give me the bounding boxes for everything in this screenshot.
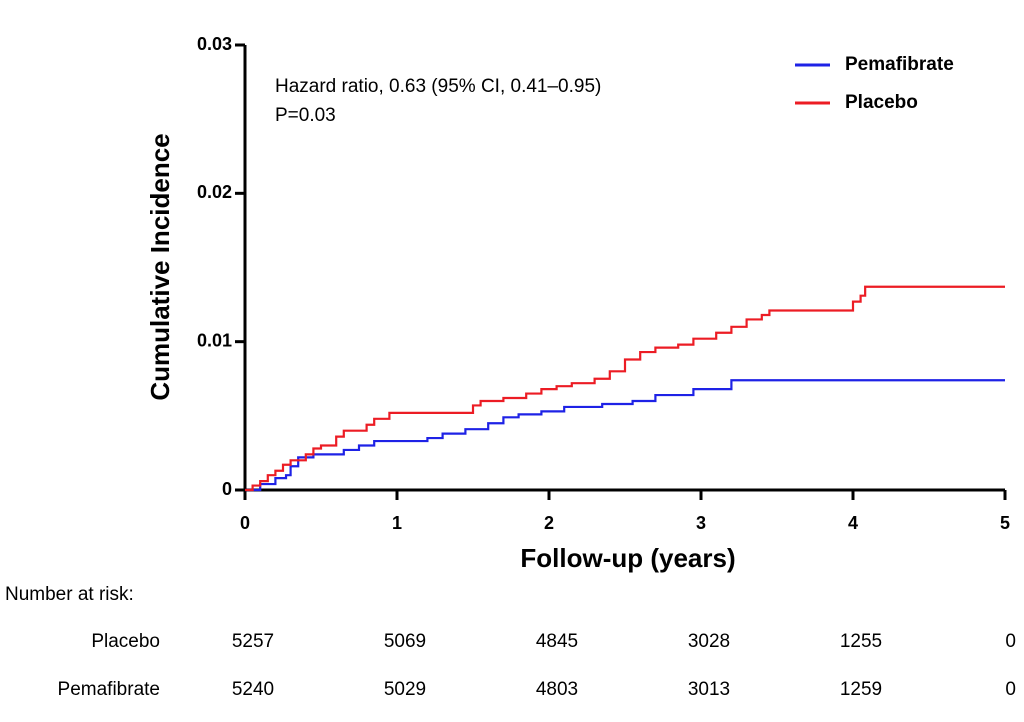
risk-value: 4803 [536,679,578,700]
annotation: Hazard ratio, 0.63 (95% CI, 0.41–0.95) [275,76,601,97]
y-axis-title: Cumulative Incidence [145,133,175,400]
risk-row-label: Pemafibrate [58,679,160,700]
risk-value: 1255 [840,631,882,652]
y-tick-label: 0.03 [197,34,232,54]
risk-value: 3013 [688,679,730,700]
x-tick-label: 2 [544,513,554,533]
x-tick-label: 3 [696,513,706,533]
legend-label: Pemafibrate [845,54,954,75]
y-tick-label: 0 [222,479,232,499]
risk-value: 5257 [232,631,274,652]
risk-value: 3028 [688,631,730,652]
series-line [245,285,1005,492]
y-tick-label: 0.02 [197,182,232,202]
risk-row-label: Placebo [91,631,160,652]
risk-value: 5069 [384,631,426,652]
risk-value: 1259 [840,679,882,700]
annotation: P=0.03 [275,105,336,126]
risk-value: 5240 [232,679,274,700]
risk-value: 0 [1005,631,1016,652]
risk-value: 5029 [384,679,426,700]
legend-label: Placebo [845,92,918,113]
y-tick-label: 0.01 [197,330,232,350]
risk-table-title: Number at risk: [5,584,134,605]
series-line [245,379,1005,492]
x-tick-label: 1 [392,513,402,533]
risk-value: 0 [1005,679,1016,700]
x-tick-label: 4 [848,513,858,533]
x-axis-title: Follow-up (years) [520,543,735,573]
risk-value: 4845 [536,631,578,652]
x-tick-label: 0 [240,513,250,533]
x-tick-label: 5 [1000,513,1010,533]
